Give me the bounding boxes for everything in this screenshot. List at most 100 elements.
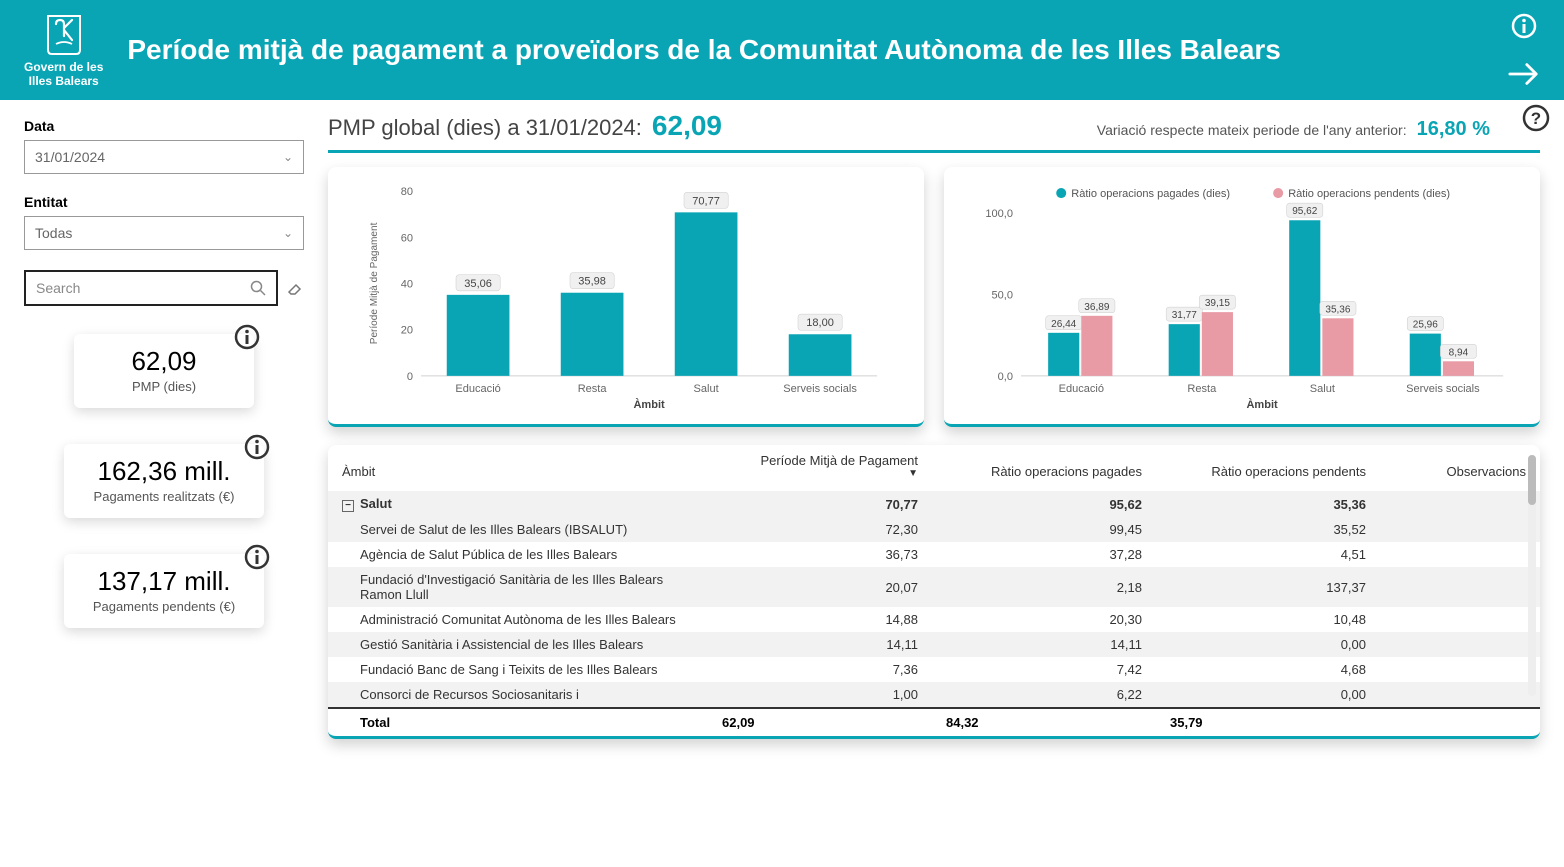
entitat-dropdown[interactable]: Todas ⌄ xyxy=(24,216,304,250)
kpi-card: 62,09 PMP (dies) xyxy=(74,334,254,408)
header: Govern de lesIlles Balears Període mitjà… xyxy=(0,0,1564,100)
next-button[interactable] xyxy=(1508,58,1540,90)
svg-text:Educació: Educació xyxy=(1059,383,1104,395)
kpi-value: 137,17 mill. xyxy=(86,566,242,597)
kpi-value: 62,09 xyxy=(96,346,232,377)
help-button[interactable]: ? xyxy=(1522,104,1550,137)
info-button[interactable] xyxy=(1508,10,1540,42)
svg-text:Serveis socials: Serveis socials xyxy=(1406,383,1480,395)
question-icon: ? xyxy=(1522,104,1550,132)
table-header[interactable]: Període Mitjà de Pagament▼ xyxy=(708,445,932,491)
svg-text:39,15: 39,15 xyxy=(1205,298,1231,309)
info-icon xyxy=(244,434,270,460)
svg-text:25,96: 25,96 xyxy=(1413,320,1439,331)
svg-text:95,62: 95,62 xyxy=(1292,206,1318,217)
svg-text:8,94: 8,94 xyxy=(1449,347,1469,358)
search-placeholder: Search xyxy=(36,280,80,296)
table-row[interactable]: Agència de Salut Pública de les Illes Ba… xyxy=(328,542,1540,567)
svg-text:36,89: 36,89 xyxy=(1084,302,1110,313)
svg-text:40: 40 xyxy=(401,278,413,290)
svg-text:0,0: 0,0 xyxy=(998,371,1013,383)
info-icon xyxy=(234,324,260,350)
summary-strip: PMP global (dies) a 31/01/2024: 62,09 Va… xyxy=(328,110,1540,153)
table-row[interactable]: Gestió Sanitària i Assistencial de les I… xyxy=(328,632,1540,657)
svg-text:60: 60 xyxy=(401,232,413,244)
chevron-down-icon: ⌄ xyxy=(283,150,293,164)
svg-text:35,36: 35,36 xyxy=(1325,304,1351,315)
collapse-icon[interactable]: − xyxy=(342,500,354,512)
search-input[interactable]: Search xyxy=(24,270,278,306)
kpi-info-button[interactable] xyxy=(244,434,270,465)
ratio-chart-card: Ràtio operacions pagades (dies) Ràtio ope… xyxy=(944,167,1540,427)
data-dropdown-value: 31/01/2024 xyxy=(35,149,105,165)
svg-text:Àmbit: Àmbit xyxy=(633,398,665,411)
kpi-value: 162,36 mill. xyxy=(86,456,242,487)
sidebar: Data 31/01/2024 ⌄ Entitat Todas ⌄ Search… xyxy=(24,110,304,867)
table-row[interactable]: Fundació d'Investigació Sanitària de les… xyxy=(328,567,1540,607)
svg-text:70,77: 70,77 xyxy=(692,195,720,207)
svg-text:20: 20 xyxy=(401,325,413,337)
svg-text:0: 0 xyxy=(407,371,413,383)
info-icon xyxy=(244,544,270,570)
svg-text:18,00: 18,00 xyxy=(806,317,834,329)
svg-text:Educació: Educació xyxy=(455,383,500,395)
table-row[interactable]: Consorci de Recursos Sociosanitaris i1,0… xyxy=(328,682,1540,708)
svg-text:Serveis socials: Serveis socials xyxy=(783,383,857,395)
table-total-row: Total62,0984,3235,79 xyxy=(328,708,1540,736)
govern-logo-icon xyxy=(42,12,86,56)
scrollbar-thumb[interactable] xyxy=(1528,455,1536,505)
table-row[interactable]: Fundació Banc de Sang i Teixits de les I… xyxy=(328,657,1540,682)
table-group-row[interactable]: −Salut70,7795,6235,36 xyxy=(328,491,1540,517)
search-icon xyxy=(250,280,266,296)
table-scrollbar[interactable] xyxy=(1528,455,1536,696)
svg-text:35,98: 35,98 xyxy=(578,276,606,288)
pmp-chart-card: 0 20 40 60 80 Període Mitjà de Pagament 35,06 E… xyxy=(328,167,924,427)
svg-text:Salut: Salut xyxy=(694,383,719,395)
kpi-label: Pagaments realitzats (€) xyxy=(86,489,242,504)
pmp-global-label: PMP global (dies) a 31/01/2024: xyxy=(328,115,642,141)
data-table: ÀmbitPeríode Mitjà de Pagament▼Ràtio ope… xyxy=(328,445,1540,736)
pmp-global-value: 62,09 xyxy=(652,110,722,142)
svg-text:26,44: 26,44 xyxy=(1051,319,1077,330)
svg-text:Ràtio operacions pendents (die: Ràtio operacions pendents (dies) xyxy=(1288,188,1450,200)
data-table-card: ÀmbitPeríode Mitjà de Pagament▼Ràtio ope… xyxy=(328,445,1540,739)
table-header[interactable]: Ràtio operacions pagades xyxy=(932,445,1156,491)
logo-text: Govern de lesIlles Balears xyxy=(24,60,103,89)
ratio-grouped-bar-chart: Ràtio operacions pagades (dies) Ràtio ope… xyxy=(962,183,1522,412)
svg-text:50,0: 50,0 xyxy=(992,290,1013,302)
main-content: PMP global (dies) a 31/01/2024: 62,09 Va… xyxy=(328,110,1540,867)
kpi-card: 137,17 mill. Pagaments pendents (€) xyxy=(64,554,264,628)
kpi-card: 162,36 mill. Pagaments realitzats (€) xyxy=(64,444,264,518)
pmp-bar-chart: 0 20 40 60 80 Període Mitjà de Pagament 35,06 E… xyxy=(346,183,906,412)
info-icon xyxy=(1511,13,1537,39)
eraser-icon[interactable] xyxy=(286,279,304,297)
svg-text:Resta: Resta xyxy=(1187,383,1217,395)
data-dropdown[interactable]: 31/01/2024 ⌄ xyxy=(24,140,304,174)
kpi-label: Pagaments pendents (€) xyxy=(86,599,242,614)
svg-text:31,77: 31,77 xyxy=(1172,310,1198,321)
svg-text:35,06: 35,06 xyxy=(464,278,492,290)
svg-text:100,0: 100,0 xyxy=(985,208,1013,220)
kpi-label: PMP (dies) xyxy=(96,379,232,394)
svg-text:80: 80 xyxy=(401,186,413,198)
entitat-dropdown-value: Todas xyxy=(35,225,72,241)
svg-text:Salut: Salut xyxy=(1310,383,1335,395)
svg-text:Ràtio operacions pagades (dies: Ràtio operacions pagades (dies) xyxy=(1071,188,1230,200)
kpi-info-button[interactable] xyxy=(244,544,270,575)
sort-desc-icon: ▼ xyxy=(724,468,918,479)
svg-text:Període Mitjà de Pagament: Període Mitjà de Pagament xyxy=(369,222,380,344)
kpi-info-button[interactable] xyxy=(234,324,260,355)
svg-text:Resta: Resta xyxy=(578,383,608,395)
logo-block: Govern de lesIlles Balears xyxy=(24,12,103,89)
table-header[interactable]: Ràtio operacions pendents xyxy=(1156,445,1380,491)
svg-text:Àmbit: Àmbit xyxy=(1246,398,1278,411)
entitat-filter-label: Entitat xyxy=(24,194,304,210)
variation-value: 16,80 % xyxy=(1417,118,1490,141)
page-title: Període mitjà de pagament a proveïdors d… xyxy=(127,34,1281,66)
chevron-down-icon: ⌄ xyxy=(283,226,293,240)
table-header[interactable]: Àmbit xyxy=(328,445,708,491)
table-row[interactable]: Servei de Salut de les Illes Balears (IB… xyxy=(328,517,1540,542)
table-row[interactable]: Administració Comunitat Autònoma de les … xyxy=(328,607,1540,632)
arrow-right-icon xyxy=(1508,60,1540,88)
table-header[interactable]: Observacions xyxy=(1380,445,1540,491)
